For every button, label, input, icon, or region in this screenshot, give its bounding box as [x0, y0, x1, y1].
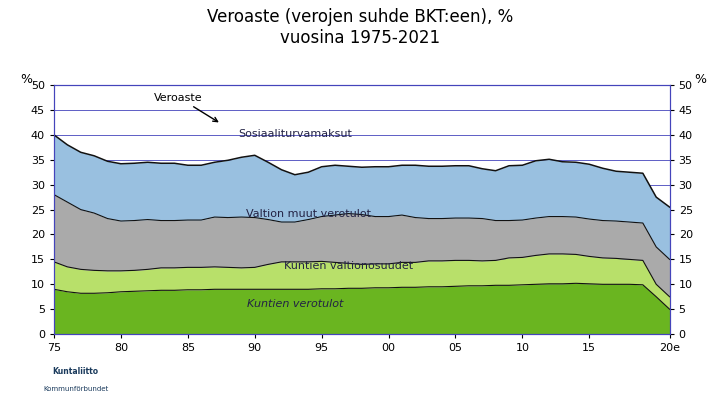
Text: Valtion muut verotulot: Valtion muut verotulot — [246, 209, 371, 219]
Text: Veroaste (verojen suhde BKT:een), %
vuosina 1975-2021: Veroaste (verojen suhde BKT:een), % vuos… — [207, 8, 513, 47]
Text: Kuntien verotulot: Kuntien verotulot — [247, 299, 343, 309]
Text: %: % — [694, 72, 706, 85]
Text: Kuntien valtionosuudet: Kuntien valtionosuudet — [284, 261, 413, 271]
Text: Finlands framgång skapas lokalt: Finlands framgång skapas lokalt — [194, 387, 341, 397]
Text: Kommunförbundet: Kommunförbundet — [43, 386, 108, 392]
Text: %: % — [20, 72, 32, 85]
Text: Kuntaliitto: Kuntaliitto — [53, 367, 99, 376]
Text: Veroaste: Veroaste — [154, 92, 217, 122]
Text: 22.9.2017/MP: 22.9.2017/MP — [644, 388, 706, 396]
Text: Onnistuva Suomi tehdään lähellä: Onnistuva Suomi tehdään lähellä — [194, 369, 344, 378]
Text: Sosiaaliturvamaksut: Sosiaaliturvamaksut — [238, 129, 352, 139]
Text: Lähde: Vuodet 1975-2016 Tilastokeskus, ennusteet VM: Lähde: Vuodet 1975-2016 Tilastokeskus, e… — [457, 369, 706, 378]
